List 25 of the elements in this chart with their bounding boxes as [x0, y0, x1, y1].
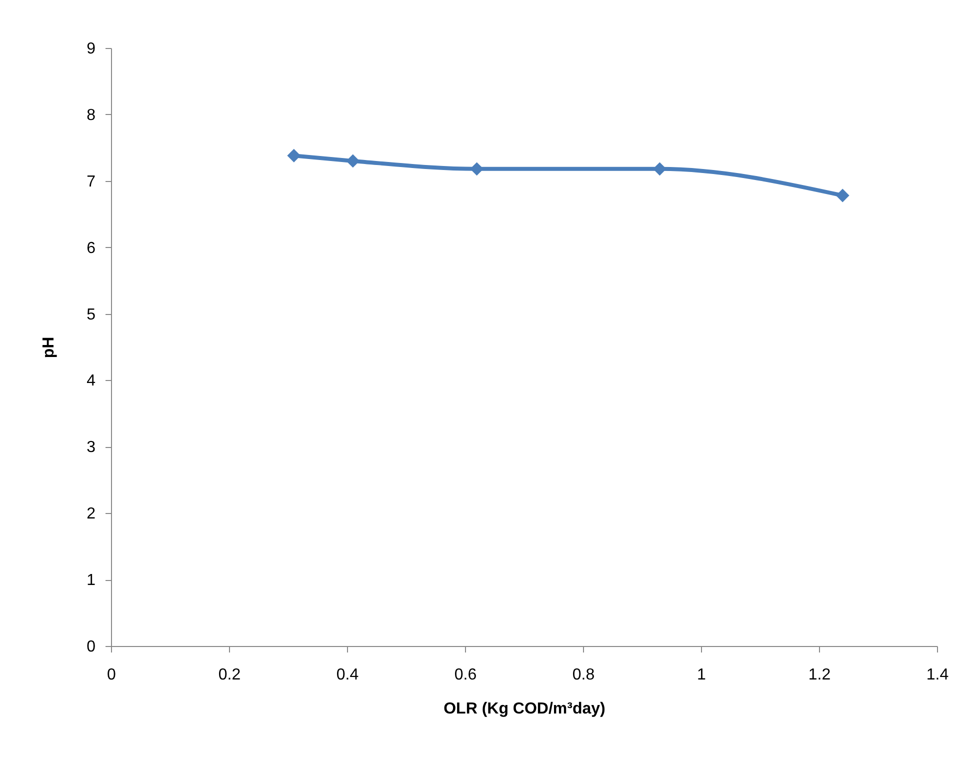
x-axis-title: OLR (Kg COD/m³day) [444, 700, 606, 718]
y-axis-title: pH [40, 336, 58, 358]
y-tick-label: 3 [86, 439, 96, 456]
y-tick-label: 8 [86, 106, 96, 124]
x-tick-label: 0.6 [454, 666, 477, 684]
x-tick-label: 1.2 [808, 666, 831, 684]
y-tick-label: 2 [86, 506, 96, 523]
y-tick-label: 6 [86, 240, 96, 257]
y-tick-label: 0 [86, 638, 96, 656]
y-tick-label: 7 [86, 173, 96, 190]
y-tick-label: 5 [86, 306, 96, 324]
x-tick-label: 0.2 [218, 666, 241, 684]
x-tick-label: 0 [107, 666, 116, 684]
y-tick-label: 1 [86, 572, 96, 590]
x-tick-label: 0.8 [572, 666, 595, 684]
x-tick-label: 0.4 [336, 666, 359, 684]
x-tick-label: 1.4 [926, 666, 949, 684]
point [470, 162, 484, 176]
y-tick-label: 4 [86, 372, 96, 390]
x-tick-label: 1 [697, 666, 706, 684]
y-tick-label: 9 [86, 40, 96, 58]
point [652, 162, 666, 176]
point [346, 154, 360, 168]
point [287, 148, 301, 162]
point [836, 188, 850, 202]
